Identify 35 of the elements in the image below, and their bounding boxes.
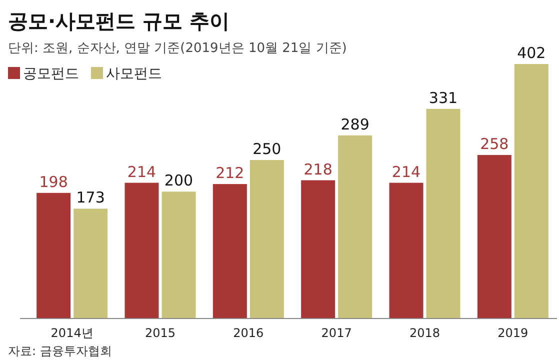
bar <box>124 182 159 318</box>
data-label: 200 <box>164 172 194 190</box>
data-label: 250 <box>252 140 282 158</box>
legend-label: 사모펀드 <box>106 66 162 82</box>
data-label: 214 <box>127 162 156 181</box>
chart-subtitle: 단위: 조원, 순자산, 연말 기준(2019년은 10월 21일 기준) <box>8 41 347 56</box>
data-label: 214 <box>392 162 421 181</box>
x-tick-label: 2019 <box>498 326 528 340</box>
text: 자료: 금융투자협회 <box>8 344 112 358</box>
x-tick-label: 2016 <box>233 326 264 340</box>
bar <box>514 64 548 318</box>
data-label: 402 <box>517 44 546 62</box>
bar <box>250 160 284 318</box>
bar <box>162 192 196 318</box>
x-tick-label: 2018 <box>409 326 440 340</box>
legend-label: 공모펀드 <box>23 66 79 82</box>
data-label: 198 <box>39 172 68 191</box>
data-label: 212 <box>216 164 244 182</box>
bar <box>389 182 424 318</box>
data-label: 218 <box>304 160 332 178</box>
x-tick-label: 2014년 <box>50 326 94 340</box>
data-label: 331 <box>428 88 458 107</box>
data-label: 173 <box>76 188 105 207</box>
data-label: 289 <box>340 115 370 134</box>
bar <box>36 192 71 318</box>
bar <box>477 154 512 318</box>
bar <box>338 135 372 318</box>
chart-title: 공모·사모펀드 규모 추이 <box>8 9 230 33</box>
bar <box>301 180 336 318</box>
x-tick-label: 2015 <box>144 326 176 340</box>
bar <box>74 208 108 318</box>
data-label: 258 <box>480 134 509 153</box>
x-tick-label: 2017 <box>321 326 352 340</box>
bar <box>426 108 460 318</box>
bar <box>212 184 247 318</box>
